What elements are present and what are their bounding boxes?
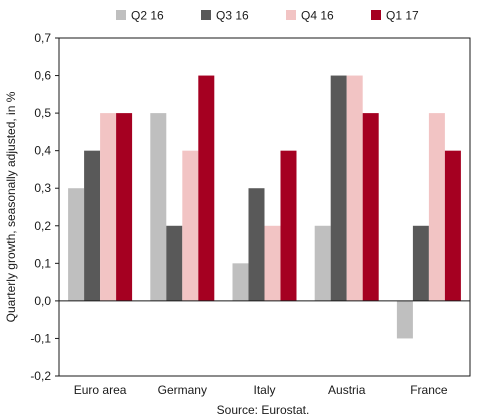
- legend-label: Q2 16: [131, 9, 164, 23]
- bar-q1-17: [280, 150, 297, 301]
- legend-item: Q3 16: [201, 9, 249, 23]
- x-tick-label: France: [410, 383, 448, 397]
- y-tick-label: 0,0: [34, 294, 51, 308]
- y-tick-label: -0,2: [30, 369, 51, 383]
- y-tick-label: 0,3: [34, 181, 51, 195]
- legend-label: Q3 16: [216, 9, 249, 23]
- bar-q2-16: [396, 300, 413, 339]
- x-tick-label: Euro area: [74, 383, 127, 397]
- x-tick-label: Germany: [158, 383, 207, 397]
- bar-q4-16: [100, 113, 117, 301]
- legend-item: Q1 17: [371, 9, 419, 23]
- bar-q1-17: [198, 75, 215, 301]
- bar-q2-16: [68, 188, 85, 301]
- y-tick-label: 0,7: [34, 31, 51, 45]
- x-tick-label: Austria: [328, 383, 366, 397]
- bar-q3-16: [330, 75, 347, 301]
- legend: Q2 16 Q3 16 Q4 16 Q1 17: [116, 9, 419, 23]
- bar-q3-16: [248, 188, 265, 301]
- bar-q3-16: [166, 225, 183, 301]
- bar-q1-17: [444, 150, 461, 301]
- bars: [68, 75, 461, 339]
- bar-q2-16: [314, 225, 331, 301]
- legend-item: Q2 16: [116, 9, 164, 23]
- bar-q1-17: [116, 113, 133, 301]
- legend-label: Q4 16: [301, 9, 334, 23]
- bar-q4-16: [428, 113, 445, 301]
- x-axis-ticks: Euro area Germany Italy Austria France: [74, 383, 448, 397]
- bar-q3-16: [84, 150, 101, 301]
- y-tick-label: 0,5: [34, 106, 51, 120]
- legend-label: Q1 17: [386, 9, 419, 23]
- legend-swatch: [201, 10, 211, 20]
- bar-q3-16: [412, 225, 429, 301]
- legend-swatch: [371, 10, 381, 20]
- bar-q1-17: [362, 113, 379, 301]
- legend-swatch: [116, 10, 126, 20]
- bar-q4-16: [346, 75, 363, 301]
- y-tick-label: 0,6: [34, 69, 51, 83]
- y-tick-label: 0,4: [34, 144, 51, 158]
- legend-item: Q4 16: [286, 9, 334, 23]
- bar-q4-16: [264, 225, 281, 301]
- y-tick-label: -0,1: [30, 331, 51, 345]
- bar-q4-16: [182, 150, 199, 301]
- legend-swatch: [286, 10, 296, 20]
- y-tick-label: 0,2: [34, 219, 51, 233]
- bar-q2-16: [150, 113, 167, 301]
- source-note: Source: Eurostat.: [217, 403, 310, 417]
- y-axis-ticks: -0,2 -0,1 0,0 0,1 0,2 0,3 0,4 0,5 0,6 0,7: [30, 31, 59, 383]
- plot-frame: [58, 37, 471, 377]
- y-axis-title: Quarterly growth, seasonally adjusted, i…: [4, 91, 18, 322]
- bar-q2-16: [232, 263, 249, 301]
- x-tick-label: Italy: [253, 383, 275, 397]
- y-tick-label: 0,1: [34, 256, 51, 270]
